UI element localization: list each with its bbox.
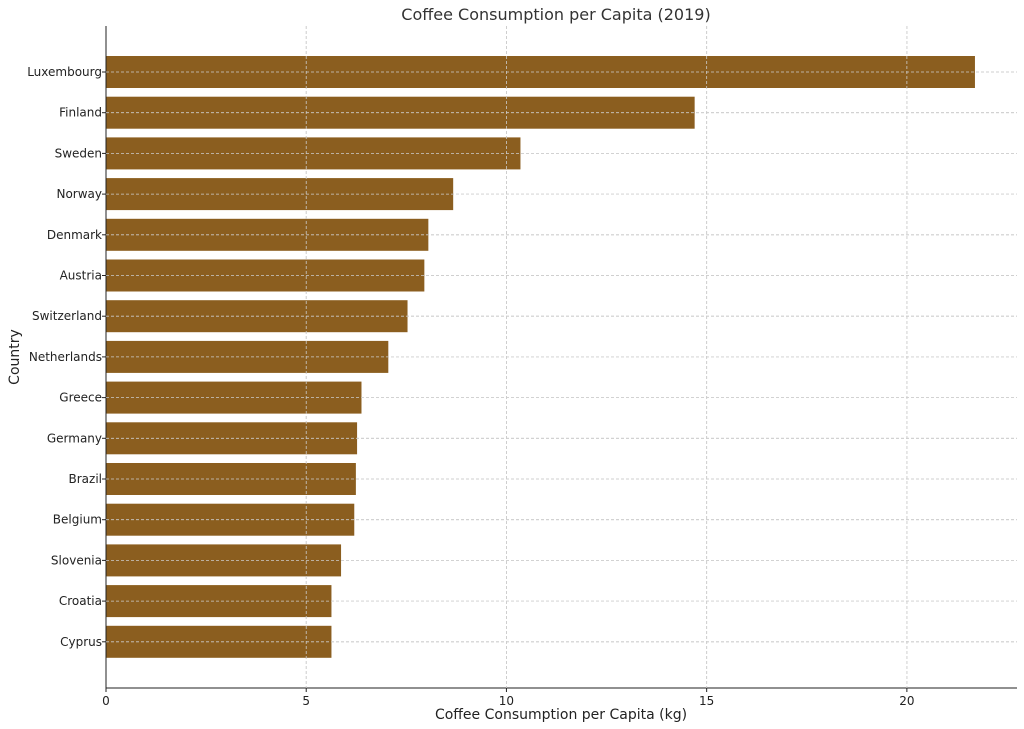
x-axis-label: Coffee Consumption per Capita (kg) <box>435 707 687 723</box>
category-label: Belgium <box>53 513 102 527</box>
x-tick-label: 20 <box>899 694 914 708</box>
category-label: Norway <box>56 187 102 201</box>
bar <box>106 56 975 88</box>
category-label: Germany <box>47 431 102 445</box>
category-label: Netherlands <box>29 350 102 364</box>
x-tick-label: 5 <box>302 694 310 708</box>
category-label: Greece <box>59 391 102 405</box>
x-tick-label: 0 <box>102 694 110 708</box>
category-label: Denmark <box>47 228 102 242</box>
bars <box>106 56 975 658</box>
category-label: Sweden <box>55 146 102 160</box>
category-label: Finland <box>59 106 102 120</box>
category-label: Croatia <box>59 594 102 608</box>
x-tick-label: 10 <box>499 694 514 708</box>
tick-labels: 0 5 10 15 20 Luxembourg Finland Sweden Norway Den… <box>27 65 914 708</box>
category-label: Switzerland <box>32 309 102 323</box>
category-label: Luxembourg <box>27 65 102 79</box>
category-label: Cyprus <box>60 635 102 649</box>
y-axis-label: Country <box>7 329 23 385</box>
grid-overlay <box>106 26 1017 688</box>
x-tick-label: 15 <box>699 694 714 708</box>
category-label: Slovenia <box>51 553 102 567</box>
category-label: Brazil <box>69 472 103 486</box>
category-label: Austria <box>60 269 102 283</box>
chart-title: Coffee Consumption per Capita (2019) <box>401 5 710 24</box>
